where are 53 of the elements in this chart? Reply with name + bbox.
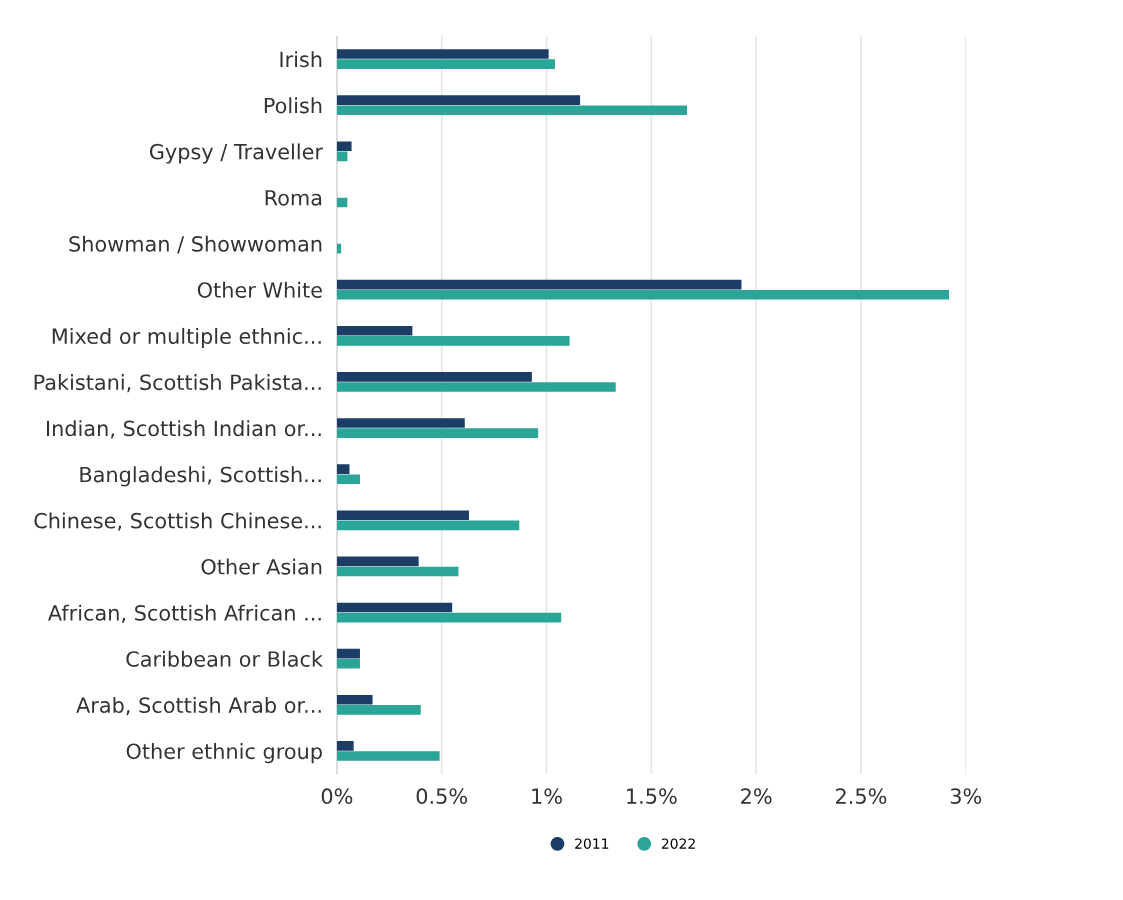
x-tick-label: 1.5%	[627, 788, 677, 805]
x-tick-label: 2%	[741, 788, 772, 805]
y-tick-label: Indian, Scottish Indian or...	[47, 420, 321, 439]
bar	[336, 325, 413, 336]
y-tick-label: Irish	[280, 51, 322, 68]
bar	[336, 141, 352, 152]
y-tick-label: Mixed or multiple ethnic...	[52, 327, 321, 349]
y-tick-label: Pakistani, Scottish Pakista...	[34, 374, 321, 393]
bar	[336, 648, 360, 659]
x-tick-label: 0.5%	[416, 788, 468, 805]
bar	[336, 418, 465, 428]
bar	[336, 428, 539, 438]
bar	[336, 612, 562, 623]
x-tick-label: 1%	[532, 788, 562, 805]
x-tick-label: 2.5%	[836, 788, 887, 805]
legend-label: 2022	[661, 838, 695, 849]
y-tick-label: Caribbean or Black	[126, 650, 323, 667]
bar	[336, 705, 421, 715]
bar	[336, 464, 350, 474]
bar	[336, 336, 570, 346]
y-tick-label: Arab, Scottish Arab or...	[76, 696, 321, 716]
y-tick-label: Roma	[265, 190, 322, 206]
legend-label: 2011	[575, 838, 609, 849]
y-tick-label: Bangladeshi, Scottish...	[80, 466, 321, 487]
x-tick-label: 0%	[321, 788, 353, 805]
y-tick-label: Gypsy / Traveller	[149, 143, 324, 164]
bar	[336, 741, 354, 751]
bar	[336, 510, 469, 521]
y-tick-label: Other White	[197, 281, 322, 298]
bar	[336, 602, 453, 613]
bar	[336, 566, 459, 577]
y-tick-label: African, Scottish African ...	[48, 604, 321, 623]
y-tick-label: Other Asian	[201, 558, 322, 575]
bar	[336, 474, 360, 485]
bar	[336, 751, 440, 761]
bar	[336, 243, 342, 254]
y-tick-label: Other ethnic group	[126, 743, 322, 764]
y-tick-label: Polish	[264, 97, 322, 114]
y-tick-label: Showman / Showwoman	[69, 235, 322, 254]
bar	[336, 372, 532, 382]
bar	[336, 556, 419, 567]
bar	[336, 658, 360, 669]
bar	[336, 382, 616, 392]
bar	[336, 95, 581, 105]
x-tick-label: 3%	[950, 788, 982, 805]
bar	[336, 694, 373, 705]
bar	[336, 49, 549, 59]
bar	[336, 289, 950, 300]
bar	[336, 520, 520, 531]
y-tick-label: Chinese, Scottish Chinese...	[34, 512, 321, 531]
bar	[336, 279, 742, 290]
bar	[336, 105, 687, 116]
bar	[336, 59, 555, 69]
